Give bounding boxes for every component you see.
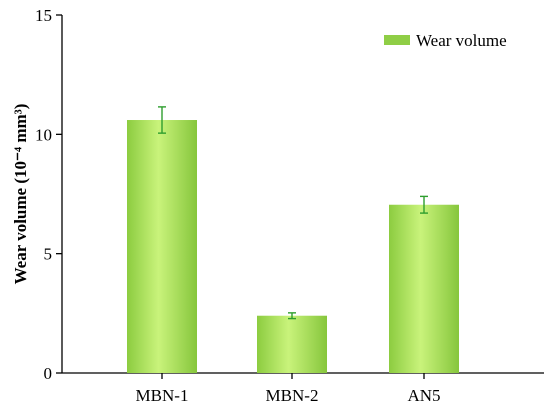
x-tick-label: MBN-2 (266, 386, 319, 405)
x-tick-label: MBN-1 (136, 386, 189, 405)
y-tick-label: 5 (44, 245, 53, 264)
y-tick-label: 10 (35, 125, 52, 144)
bars (127, 106, 459, 373)
y-tick-label: 15 (35, 6, 52, 25)
y-tick-label: 0 (44, 364, 53, 383)
bar-an5 (389, 204, 459, 373)
y-axis-ticks: 0 5 10 15 (35, 6, 62, 383)
legend: Wear volume (384, 31, 507, 50)
legend-swatch (384, 35, 410, 45)
bar-mbn-2 (257, 315, 327, 373)
x-tick-label: AN5 (407, 386, 440, 405)
y-axis-title: Wear volume (10⁻⁴ mm³) (11, 104, 30, 285)
x-axis-ticks: MBN-1 MBN-2 AN5 (136, 373, 441, 405)
bar-mbn-1 (127, 120, 197, 373)
legend-label: Wear volume (416, 31, 507, 50)
